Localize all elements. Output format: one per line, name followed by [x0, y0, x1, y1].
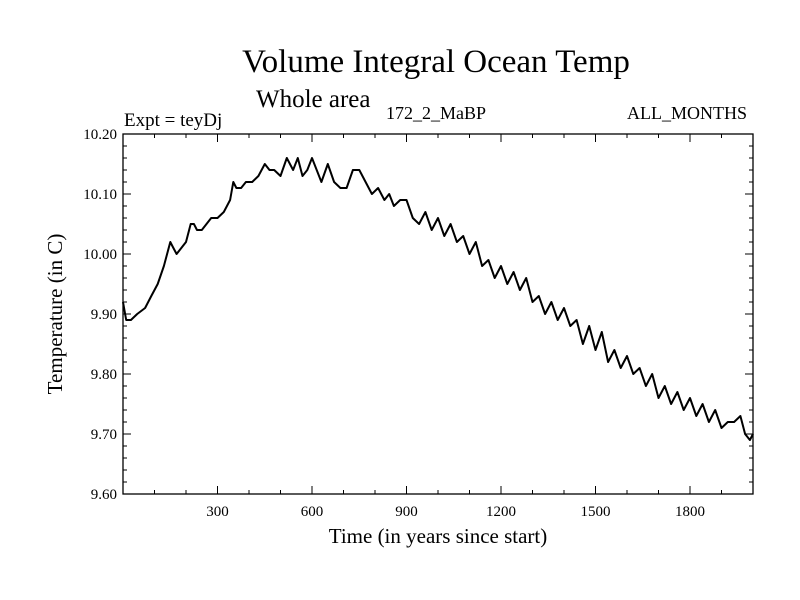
y-tick-label: 10.20 [83, 127, 117, 143]
chart-subtitle: Whole area [256, 86, 371, 113]
y-tick-label: 9.70 [91, 427, 117, 443]
x-tick-label: 1800 [675, 504, 705, 520]
x-axis-tick-labels: 300 600 900 1200 1500 1800 [206, 504, 705, 520]
y-axis-ticks [123, 133, 753, 495]
y-axis-title: Temperature (in C) [43, 234, 67, 395]
chart-title: Volume Integral Ocean Temp [242, 44, 630, 80]
y-tick-label: 9.60 [91, 487, 117, 503]
y-axis-tick-labels: 9.60 9.70 9.80 9.90 10.00 10.10 10.20 [83, 127, 117, 503]
x-axis-title: Time (in years since start) [329, 524, 548, 548]
series-line [122, 157, 754, 441]
y-tick-label: 9.90 [91, 307, 117, 323]
x-tick-label: 600 [301, 504, 324, 520]
y-tick-label: 10.10 [83, 187, 117, 203]
x-tick-label: 1500 [581, 504, 611, 520]
x-tick-label: 1200 [486, 504, 516, 520]
y-tick-label: 10.00 [83, 247, 117, 263]
x-axis-ticks [154, 134, 722, 494]
run-id-label: 172_2_MaBP [386, 103, 487, 123]
y-tick-label: 9.80 [91, 367, 117, 383]
x-tick-label: 300 [206, 504, 229, 520]
experiment-label: Expt = teyDj [124, 110, 223, 131]
months-label: ALL_MONTHS [627, 103, 747, 123]
plot-frame [122, 133, 754, 495]
x-tick-label: 900 [395, 504, 418, 520]
